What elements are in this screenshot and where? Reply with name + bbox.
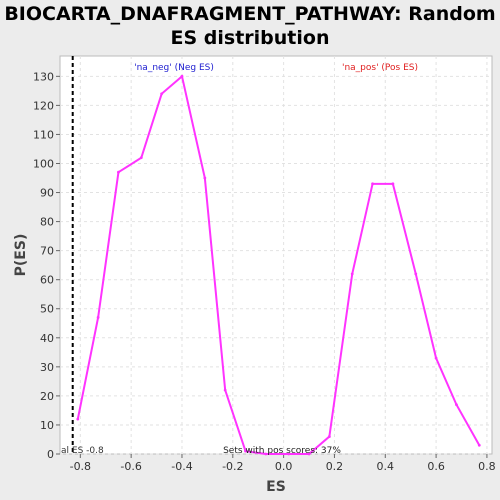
data-point bbox=[244, 449, 247, 453]
data-point bbox=[180, 74, 184, 78]
y-tick-label: 100 bbox=[33, 157, 54, 170]
y-tick-label: 50 bbox=[40, 303, 54, 316]
y-tick-label: 20 bbox=[40, 390, 54, 403]
x-tick-label: -0.6 bbox=[120, 460, 141, 473]
x-tick-label: -0.8 bbox=[70, 460, 91, 473]
series-marks bbox=[71, 56, 481, 456]
x-tick-label: -0.4 bbox=[171, 460, 192, 473]
data-point bbox=[327, 435, 331, 438]
data-point bbox=[139, 156, 143, 160]
x-tick-label: 0.8 bbox=[478, 460, 496, 473]
x-tick-label: 0.4 bbox=[377, 460, 395, 473]
y-axis-title: P(ES) bbox=[13, 234, 29, 277]
data-point bbox=[117, 170, 120, 174]
data-point bbox=[414, 272, 418, 276]
pos-scores-label: Sets with pos scores: 37% bbox=[223, 446, 341, 456]
y-tick-label: 130 bbox=[33, 70, 54, 83]
y-tick-label: 10 bbox=[40, 419, 54, 432]
y-tick-label: 60 bbox=[40, 274, 54, 287]
data-point bbox=[287, 452, 291, 456]
series-line bbox=[76, 74, 481, 455]
chart-title-line-1: BIOCARTA_DNAFRAGMENT_PATHWAY: Random bbox=[4, 3, 496, 25]
chart-title: BIOCARTA_DNAFRAGMENT_PATHWAY: Random ES … bbox=[0, 2, 500, 50]
y-tick-label: 120 bbox=[33, 99, 54, 112]
data-point bbox=[350, 272, 354, 276]
y-tick-label: 90 bbox=[40, 187, 54, 200]
neg-es-label: 'na_neg' (Neg ES) bbox=[134, 63, 214, 73]
actual-es-label: al ES -0.8 bbox=[61, 446, 104, 456]
axes: 0 10 20 30 40 50 60 70 80 90 100 110 120 130 -0.8 -0.6 -… bbox=[33, 70, 496, 473]
data-point bbox=[76, 417, 80, 421]
y-tick-label: 30 bbox=[40, 361, 54, 374]
y-tick-label: 110 bbox=[33, 128, 54, 141]
chart-title-line-2: ES distribution bbox=[170, 27, 330, 49]
data-point bbox=[371, 182, 374, 186]
x-tick-label: 0.6 bbox=[427, 460, 445, 473]
data-point bbox=[203, 176, 207, 180]
data-point bbox=[477, 443, 481, 447]
data-point bbox=[160, 92, 164, 96]
data-point bbox=[307, 452, 311, 456]
x-tick-label: 0.0 bbox=[275, 460, 293, 473]
x-tick-label: -0.2 bbox=[222, 460, 243, 473]
y-tick-label: 70 bbox=[40, 245, 54, 258]
data-point bbox=[264, 452, 268, 456]
x-tick-label: 0.2 bbox=[326, 460, 344, 473]
pos-es-label: 'na_pos' (Pos ES) bbox=[342, 63, 418, 73]
data-point bbox=[434, 356, 438, 360]
y-tick-label: 80 bbox=[40, 216, 54, 229]
plot-area bbox=[59, 55, 493, 455]
data-point bbox=[96, 316, 100, 319]
y-tick-label: 0 bbox=[47, 448, 54, 461]
data-point bbox=[391, 182, 395, 186]
data-point bbox=[455, 403, 458, 407]
y-tick-label: 40 bbox=[40, 332, 54, 345]
x-axis-title: ES bbox=[266, 479, 286, 495]
data-point bbox=[223, 388, 227, 392]
